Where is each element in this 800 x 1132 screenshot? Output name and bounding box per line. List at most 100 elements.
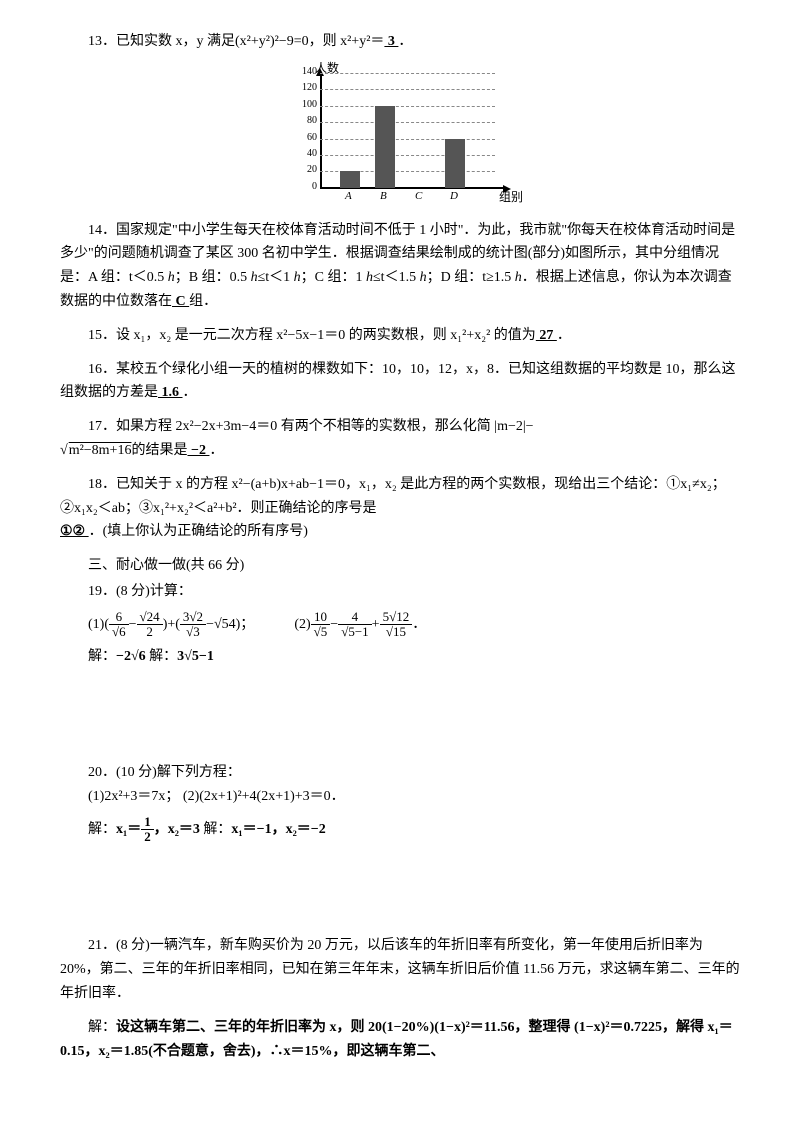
q18-label: 18．	[88, 477, 116, 492]
q19-frac3: 3√2√3	[180, 610, 206, 640]
q20-frac: 12	[141, 815, 154, 845]
q17-answer: −2	[187, 443, 209, 458]
q19-sol2-label: 解：	[146, 649, 178, 664]
problem-21: 21．(8 分)一辆汽车，新车购买价为 20 万元，以后该车的年折旧率有所变化，…	[60, 934, 740, 1005]
q18-answer: ①②	[60, 524, 89, 539]
page: 13．已知实数 x，y 满足(x²+y²)²−9=0，则 x²+y²＝ 3 ． …	[0, 0, 800, 1132]
q19-sol2: 3√5−1	[177, 649, 214, 664]
q19-frac4: 10√5	[311, 610, 331, 640]
q17-t2: 的结果是	[131, 443, 187, 458]
grid-line	[320, 106, 495, 107]
problem-19-header: 19．(8 分)计算：	[60, 580, 740, 604]
chart-bar	[340, 171, 360, 187]
q14-h5: h	[420, 270, 427, 285]
q19-sol1: −2√6	[116, 649, 146, 664]
q19-m5: +	[372, 617, 380, 632]
x-tick-label: C	[415, 187, 422, 206]
q14-h2: h	[251, 270, 258, 285]
q19-e1-pre: (1)(	[88, 617, 109, 632]
q21-label: 21．	[88, 938, 116, 953]
q19-m3: −√54)；	[206, 617, 254, 632]
problem-18: 18．已知关于 x 的方程 x²−(a+b)x+ab−1＝0，x₁，x₂ 是此方…	[60, 473, 740, 544]
q19-expressions: (1)(6√6−√242)+(3√2√3−√54)； (2)10√5−4√5−1…	[88, 610, 740, 640]
y-tick-label: 20	[293, 161, 317, 178]
q20-s1b: ，x₂＝3	[154, 822, 200, 837]
q15-answer: 27	[536, 328, 557, 343]
chart-bar	[445, 139, 465, 188]
q20-s1a: x₁＝	[116, 822, 141, 837]
q13-answer: 3	[384, 34, 398, 49]
grid-line	[320, 155, 495, 156]
q14-h1: h	[168, 270, 175, 285]
q19-expr2: (2)10√5−4√5−1+5√12√15．	[294, 610, 426, 640]
q14-label: 14．	[88, 223, 116, 238]
x-tick-label: D	[450, 187, 458, 206]
q13-label: 13．	[88, 34, 116, 49]
q20-eq2: (2)(2x+1)²+4(2x+1)+3＝0．	[183, 789, 345, 804]
q14-t6: ；D 组：t≥1.5	[427, 270, 515, 285]
q20-equations: (1)2x²+3＝7x； (2)(2x+1)²+4(2x+1)+3＝0．	[88, 785, 740, 809]
q14-t5: ≤t＜1.5	[373, 270, 420, 285]
grid-line	[320, 139, 495, 140]
grid-line	[320, 73, 495, 74]
q19-frac6: 5√12√15	[380, 610, 413, 640]
y-tick-label: 60	[293, 129, 317, 146]
q19-frac1: 6√6	[109, 610, 129, 640]
chart-bar	[375, 106, 395, 188]
q14-h6: h	[515, 270, 522, 285]
problem-14: 14．国家规定"中小学生每天在校体育活动时间不低于 1 小时"．为此，我市就"你…	[60, 219, 740, 314]
x-axis-title: 组别	[499, 187, 523, 207]
q14-t4: ；C 组：1	[301, 270, 366, 285]
bar-chart: 人数 组别 020406080100120140ABCD	[285, 64, 515, 204]
q19-solutions: 解：−2√6 解：3√5−1	[88, 645, 740, 669]
q20-sl1: 解：	[88, 822, 116, 837]
q14-t2: ；B 组：0.5	[175, 270, 251, 285]
grid-line	[320, 122, 495, 123]
q19-m4: −	[330, 617, 338, 632]
q18-t1: 已知关于 x 的方程 x²−(a+b)x+ab−1＝0，x₁，x₂ 是此方程的两…	[60, 477, 726, 516]
problem-20-header: 20．(10 分)解下列方程：	[60, 761, 740, 785]
q19-frac5: 4√5−1	[338, 610, 371, 640]
q14-t3: ≤t＜1	[258, 270, 294, 285]
q14-t8: 组．	[189, 294, 217, 309]
spacer-1	[60, 669, 740, 759]
q19-sol1-label: 解：	[88, 649, 116, 664]
q17-label: 17．	[88, 419, 116, 434]
q19-title: (8 分)计算：	[116, 584, 192, 599]
q20-s2: x₁＝−1，x₂＝−2	[231, 822, 325, 837]
q14-h3: h	[294, 270, 301, 285]
q20-title: (10 分)解下列方程：	[116, 765, 241, 780]
q17-sqrt: m²−8m+16	[68, 443, 132, 458]
q20-sl2: 解：	[200, 822, 232, 837]
problem-17: 17．如果方程 2x²−2x+3m−4＝0 有两个不相等的实数根，那么化简 |m…	[60, 415, 740, 463]
q18-t2: ．(填上你认为正确结论的所有序号)	[89, 524, 308, 539]
q19-m2: )+(	[163, 617, 180, 632]
q16-label: 16．	[88, 362, 116, 377]
q15-period: ．	[557, 328, 571, 343]
q19-m1: −	[129, 617, 137, 632]
q20-solutions: 解：x₁＝12，x₂＝3 解：x₁＝−1，x₂＝−2	[88, 815, 740, 845]
problem-13: 13．已知实数 x，y 满足(x²+y²)²−9=0，则 x²+y²＝ 3 ．	[60, 30, 740, 54]
y-tick-label: 80	[293, 112, 317, 129]
q20-label: 20．	[88, 765, 116, 780]
y-tick-label: 140	[293, 63, 317, 80]
q15-label: 15．	[88, 328, 116, 343]
q15-text: 设 x₁，x₂ 是一元二次方程 x²−5x−1＝0 的两实数根，则 x₁²+x₂…	[116, 328, 536, 343]
q17-t1: 如果方程 2x²−2x+3m−4＝0 有两个不相等的实数根，那么化简 |m−2|…	[116, 419, 534, 434]
y-tick-label: 100	[293, 96, 317, 113]
q19-frac2: √242	[137, 610, 163, 640]
q14-h4: h	[366, 270, 373, 285]
chart-container: 人数 组别 020406080100120140ABCD	[60, 64, 740, 213]
q13-text: 已知实数 x，y 满足(x²+y²)²−9=0，则 x²+y²＝	[116, 34, 384, 49]
section-3-title: 三、耐心做一做(共 66 分)	[60, 554, 740, 578]
q21-solution: 解：设这辆车第二、三年的年折旧率为 x，则 20(1−20%)(1−x)²＝11…	[60, 1016, 740, 1064]
q21-sol-label: 解：	[88, 1020, 116, 1035]
q21-sol: 设这辆车第二、三年的年折旧率为 x，则 20(1−20%)(1−x)²＝11.5…	[60, 1020, 733, 1059]
q19-expr1: (1)(6√6−√242)+(3√2√3−√54)；	[88, 610, 254, 640]
spacer-2	[60, 844, 740, 934]
q19-e2-pre: (2)	[294, 617, 310, 632]
q17-period: ．	[209, 443, 223, 458]
q17-radical-icon: √	[60, 443, 68, 458]
grid-line	[320, 89, 495, 90]
q21-text: (8 分)一辆汽车，新车购买价为 20 万元，以后该车的年折旧率有所变化，第一年…	[60, 938, 740, 1001]
